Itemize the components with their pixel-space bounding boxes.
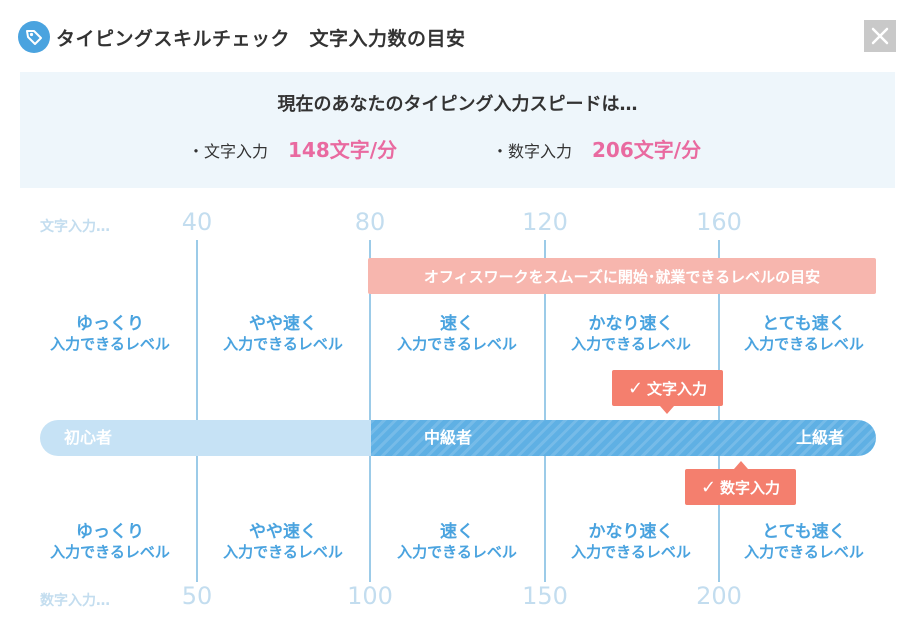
level-label: ゆっくり 入力できるレベル [50, 314, 170, 353]
check-icon: ✓ [700, 476, 717, 498]
char-input-value: 148文字/分 [288, 138, 398, 162]
level-label: 速く 入力できるレベル [397, 522, 517, 561]
level-label: やや速く 入力できるレベル [223, 522, 343, 561]
close-icon [871, 27, 889, 45]
top-tick: 160 [696, 208, 742, 236]
level-label: ゆっくり 入力できるレベル [50, 522, 170, 561]
top-tick: 120 [522, 208, 568, 236]
level-label: 速く 入力できるレベル [397, 314, 517, 353]
level-label: かなり速く 入力できるレベル [571, 314, 691, 353]
bottom-scale-label: 数字入力… [40, 593, 110, 609]
level-label: とても速く 入力できるレベル [744, 314, 864, 353]
level-divider [369, 240, 371, 582]
level-divider [544, 240, 546, 582]
beginner-segment [40, 420, 371, 456]
num-input-marker: ✓ 数字入力 [685, 469, 796, 505]
close-button[interactable] [864, 20, 896, 52]
level-label: とても速く 入力できるレベル [744, 522, 864, 561]
char-input-marker-label: 文字入力 [647, 379, 708, 398]
office-work-banner: オフィスワークをスムーズに開始･就業できるレベルの目安 [368, 258, 876, 294]
tag-icon [18, 21, 50, 53]
num-input-stat: ・数字入力 206文字/分 [492, 134, 701, 163]
intermediate-advanced-segment [371, 420, 876, 456]
level-divider [718, 240, 720, 582]
num-input-value: 206文字/分 [592, 138, 702, 162]
check-icon: ✓ [627, 377, 644, 399]
top-tick: 40 [181, 208, 213, 236]
char-input-stat: ・文字入力 148文字/分 [188, 134, 397, 163]
char-input-label: ・文字入力 [188, 142, 269, 161]
char-input-marker: ✓ 文字入力 [612, 370, 723, 406]
level-label: やや速く 入力できるレベル [223, 314, 343, 353]
bottom-tick: 200 [696, 582, 742, 610]
bottom-tick: 100 [347, 582, 393, 610]
page-title: タイピングスキルチェック 文字入力数の目安 [56, 27, 466, 50]
level-label: かなり速く 入力できるレベル [571, 522, 691, 561]
header: タイピングスキルチェック 文字入力数の目安 [18, 20, 466, 54]
level-divider [196, 240, 198, 582]
num-input-label: ・数字入力 [492, 142, 573, 161]
skill-level-bar: 初心者 中級者 上級者 [40, 420, 876, 456]
top-scale-label: 文字入力… [40, 219, 110, 235]
num-input-marker-label: 数字入力 [720, 478, 781, 497]
num-marker-pointer [734, 461, 748, 469]
advanced-label: 上級者 [796, 428, 845, 447]
bottom-tick: 150 [522, 582, 568, 610]
top-tick: 80 [354, 208, 386, 236]
intermediate-label: 中級者 [424, 428, 473, 447]
result-panel: 現在のあなたのタイピング入力スピードは… ・文字入力 148文字/分 ・数字入力… [20, 72, 895, 188]
result-title: 現在のあなたのタイピング入力スピードは… [277, 94, 638, 115]
beginner-label: 初心者 [64, 428, 113, 447]
char-marker-pointer [660, 406, 674, 414]
bottom-tick: 50 [181, 582, 213, 610]
